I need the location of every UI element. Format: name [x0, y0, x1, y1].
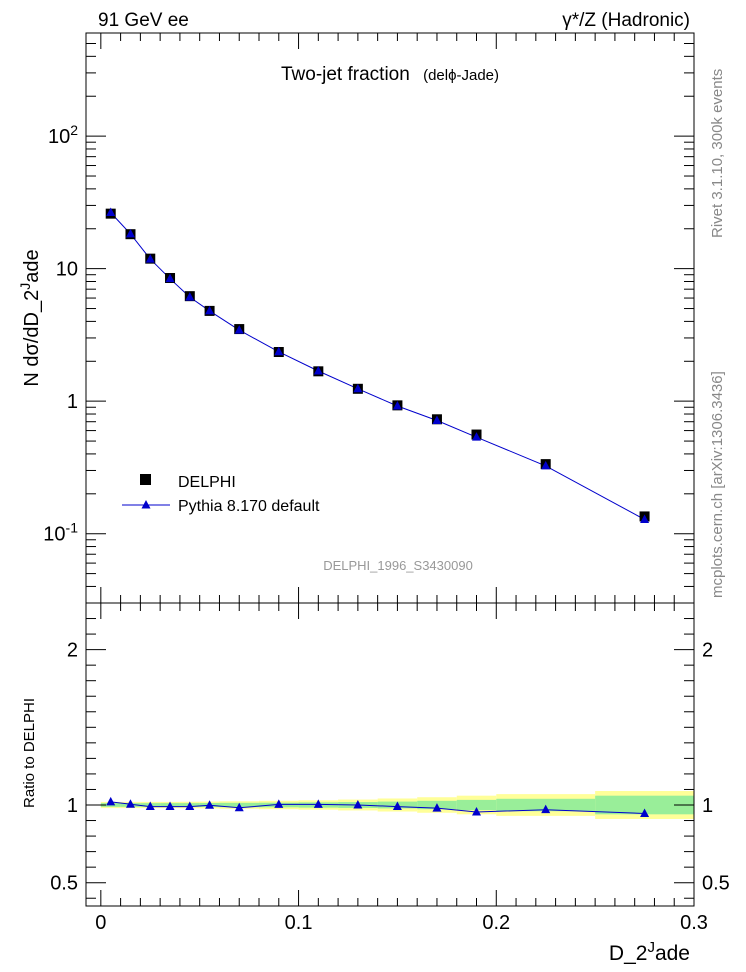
mc-point [640, 514, 650, 523]
ratio-y-tick-label-right: 1 [702, 795, 713, 817]
mc-point [541, 460, 551, 470]
ratio-point [106, 796, 116, 806]
x-tick-label: 0.2 [482, 912, 510, 934]
mc-point [353, 383, 363, 393]
mc-point [205, 305, 215, 315]
ratio-y-tick-label: 2 [67, 640, 78, 662]
main-ylabel: N dσ/dD_2Jade [17, 249, 43, 386]
ratio-plot-content [100, 791, 694, 819]
ratio-point [541, 804, 551, 814]
watermark: DELPHI_1996_S3430090 [323, 558, 473, 573]
ratio-point [234, 802, 244, 812]
ratio-point [145, 801, 155, 811]
ratio-point [353, 800, 363, 809]
ratio-point [392, 801, 402, 811]
mc-point [313, 365, 323, 375]
x-tick-label: 0.1 [285, 912, 313, 934]
ratio-y-tick-label-right: 0.5 [702, 873, 730, 895]
x-tick-label: 0.3 [680, 912, 708, 934]
ratio-point [640, 808, 650, 818]
main-plot-content [105, 207, 650, 523]
mc-point [234, 325, 244, 334]
ratio-plot-panel: 0 0.1 0.2 0.3 0.5 0.5 1 1 2 2 Ratio to DELPHI D_2… [21, 602, 730, 966]
mc-point [145, 254, 155, 263]
mc-point [472, 432, 482, 441]
legend-data-marker [140, 474, 151, 485]
ratio-plot-frame [85, 602, 695, 907]
mc-point [274, 346, 284, 356]
x-tick-label: 0 [95, 912, 106, 934]
ratio-point [205, 800, 215, 809]
mc-point [106, 207, 116, 217]
ratio-ticks: 0 0.1 0.2 0.3 0.5 0.5 1 1 2 2 [50, 603, 730, 934]
legend-mc-marker [141, 500, 151, 509]
mcplots-label: mcplots.cern.ch [arXiv:1306.3436] [709, 371, 726, 598]
main-y-tick-label: 102 [48, 122, 78, 148]
header-left: 91 GeV ee [98, 10, 189, 31]
mc-point [392, 400, 402, 410]
main-title: Two-jet fraction (delϕ-Jade) [281, 64, 499, 85]
ratio-point [165, 801, 175, 811]
mc-point [165, 273, 175, 283]
ratio-stat-band [595, 795, 694, 815]
mc-point [432, 415, 442, 424]
ratio-y-tick-label: 1 [67, 795, 78, 817]
ratio-point [432, 803, 442, 812]
main-title-subtitle: (delϕ-Jade) [423, 67, 499, 84]
ratio-point [185, 801, 195, 811]
main-y-tick-label: 1 [67, 391, 78, 413]
legend: DELPHI Pythia 8.170 default [122, 474, 320, 515]
header-right: γ*/Z (Hadronic) [562, 10, 690, 31]
ratio-ylabel: Ratio to DELPHI [21, 698, 38, 808]
ratio-y-tick-label: 0.5 [50, 873, 78, 895]
ratio-point [472, 806, 482, 816]
rivet-label: Rivet 3.1.10, 300k events [709, 69, 726, 238]
main-plot-frame [85, 32, 695, 604]
ratio-stat-band [456, 799, 497, 811]
main-ticks: 10-1 1 10 102 [43, 32, 695, 604]
main-y-tick-label: 10-1 [43, 520, 78, 546]
x-axis-label: D_2Jade [609, 939, 690, 966]
ratio-point [274, 799, 284, 808]
main-title-text: Two-jet fraction [281, 64, 410, 85]
legend-mc-label: Pythia 8.170 default [178, 498, 320, 515]
ratio-point [125, 799, 135, 808]
ratio-y-tick-label-right: 2 [702, 640, 713, 662]
ratio-point [313, 799, 323, 808]
legend-data-label: DELPHI [178, 474, 236, 491]
mc-point [125, 228, 135, 238]
main-y-tick-label: 10 [56, 259, 78, 281]
mc-point [185, 292, 195, 301]
